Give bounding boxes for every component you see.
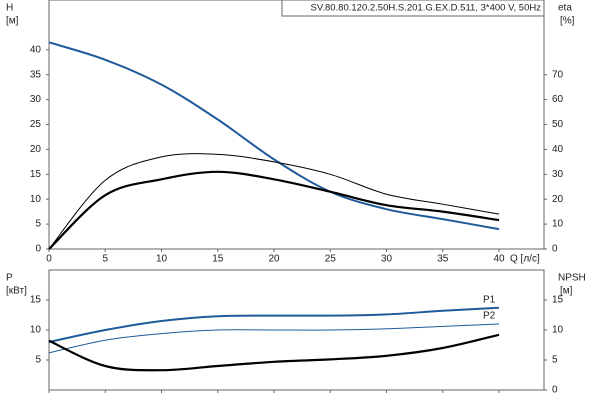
y2-tick-label: 30 [552, 169, 564, 180]
y-tick-label: 30 [30, 94, 42, 105]
y2-axis-unit: [м] [560, 286, 573, 297]
y-tick-label: 10 [30, 194, 42, 205]
y-axis-unit: [кВт] [6, 286, 27, 297]
x-tick-label: 5 [102, 254, 108, 265]
curve [48, 41, 500, 231]
curve [48, 323, 500, 354]
y-tick-label: 5 [35, 355, 41, 366]
x-tick-label: 40 [493, 254, 505, 265]
y2-tick-label: 40 [552, 144, 564, 155]
y2-tick-label: 0 [552, 244, 558, 255]
x-tick-label: 20 [268, 254, 280, 265]
y-tick-label: 40 [30, 44, 42, 55]
curve [48, 333, 500, 372]
y2-tick-label: 10 [552, 325, 564, 336]
curve [48, 170, 500, 250]
y-axis-label: H [6, 3, 13, 14]
y-tick-label: 15 [30, 169, 42, 180]
x-tick-label: 0 [46, 254, 52, 265]
y-tick-label: 0 [35, 244, 41, 255]
y2-tick-label: 5 [552, 355, 558, 366]
x-tick-label: 35 [437, 254, 449, 265]
y-tick-label: 5 [35, 219, 41, 230]
y2-tick-label: 50 [552, 119, 564, 130]
y2-axis-label: eta [558, 3, 572, 14]
curve [48, 153, 500, 250]
x-tick-label: 15 [212, 254, 224, 265]
y-axis-label: P [6, 273, 13, 284]
y-tick-label: 15 [30, 295, 42, 306]
series-label: P1 [483, 294, 496, 305]
y2-tick-label: 15 [552, 295, 564, 306]
x-tick-label: 25 [325, 254, 337, 265]
y-tick-label: 10 [30, 325, 42, 336]
title-box [281, 0, 545, 17]
plot-frame [48, 0, 545, 250]
y-axis-unit: [м] [6, 16, 19, 27]
y2-tick-label: 70 [552, 69, 564, 80]
series-label: P2 [483, 311, 496, 322]
y-tick-label: 25 [30, 119, 42, 130]
y-tick-label: 20 [30, 144, 42, 155]
y-tick-label: 35 [30, 69, 42, 80]
curve [48, 306, 500, 343]
x-axis-label: Q [л/с] [510, 254, 540, 265]
y2-tick-label: 60 [552, 94, 564, 105]
y2-tick-label: 20 [552, 194, 564, 205]
y2-axis-unit: [%] [560, 16, 575, 27]
y2-tick-label: 10 [552, 219, 564, 230]
x-tick-label: 30 [381, 254, 393, 265]
y2-tick-label: 0 [552, 385, 558, 396]
y2-axis-label: NPSH [558, 273, 586, 284]
chart-title: SV.80.80.120.2.50H.S.201.G.EX.D.511, 3*4… [311, 3, 542, 14]
x-tick-label: 10 [156, 254, 168, 265]
